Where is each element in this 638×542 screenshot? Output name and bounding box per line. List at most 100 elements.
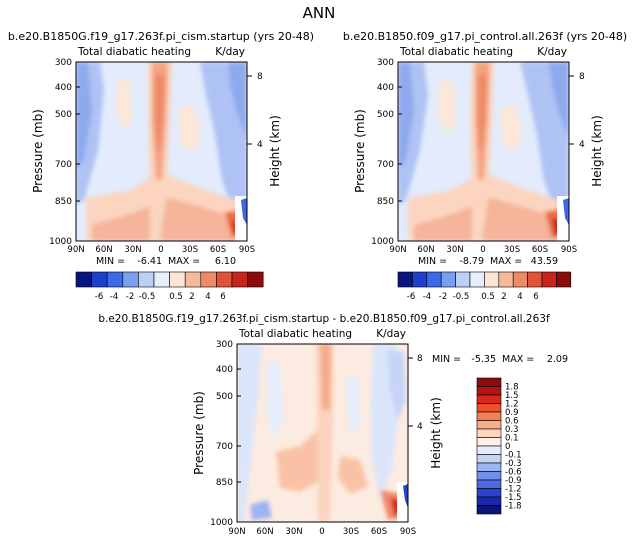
y2-tick-label: 4 [579, 140, 585, 150]
x-tick-label: 60N [95, 245, 112, 255]
colorbar-label: -0.3 [505, 459, 522, 469]
min-max-readout: MIN = -5.35 MAX = 2.09 [432, 354, 568, 365]
colorbar-swatch [476, 445, 502, 455]
min-max-readout: MIN = -6.41 MAX = 6.10 [96, 256, 236, 267]
colorbar-label: 6 [533, 292, 538, 302]
units-label: K/day [376, 328, 406, 340]
colorbar-swatch [455, 271, 471, 288]
colorbar-label: -0.5 [453, 292, 470, 302]
colorbar-swatch [476, 386, 502, 396]
x-tick-label: 60S [210, 245, 226, 255]
colorbar-label: 2 [501, 292, 506, 302]
panel-subtitle: b.e20.B1850.f09_g17.pi_control.all.263f … [343, 30, 627, 43]
colorbar-swatch [397, 271, 413, 288]
colorbar-swatch [200, 271, 217, 288]
colorbar-label: -6 [407, 292, 415, 302]
y-tick-label: 850 [216, 478, 233, 488]
y-tick-label: 700 [216, 442, 233, 452]
x-tick-label: 30S [182, 245, 198, 255]
max-value: 43.59 [531, 256, 558, 267]
heatmap-field [237, 344, 408, 522]
colorbar-label: -1.5 [505, 493, 522, 503]
colorbar-swatch [247, 271, 264, 288]
y2-axis-ticks: 8 4 [408, 354, 423, 432]
colorbar-swatch [476, 462, 502, 472]
y-axis-ticks: 300 400 500 700 850 1000 [49, 58, 80, 247]
max-label: MAX = [502, 354, 534, 365]
colorbar-swatch [231, 271, 248, 288]
y-tick-label: 400 [216, 365, 233, 375]
y2-axis-label: Height (km) [590, 115, 604, 186]
y-axis-label: Pressure (mb) [31, 109, 45, 193]
colorbar-label: 0.3 [505, 425, 519, 435]
y-tick-label: 500 [216, 392, 233, 402]
colorbar-swatch [476, 420, 502, 430]
page-title: ANN [303, 4, 336, 22]
x-axis-ticks: 90N 60N 30N 0 30S 60S 90S [228, 527, 416, 537]
colorbar-label: 0.1 [505, 434, 519, 444]
min-label: MIN = [96, 256, 125, 267]
colorbar-label: -1.2 [505, 485, 522, 495]
colorbar-swatch [484, 271, 500, 288]
x-tick-label: 0 [158, 245, 163, 255]
x-tick-label: 30S [504, 245, 520, 255]
x-tick-label: 90N [389, 245, 406, 255]
colorbar-label: -0.9 [505, 476, 522, 486]
colorbar-label: 1.2 [505, 400, 519, 410]
colorbar-label: -0.1 [505, 451, 522, 461]
x-tick-label: 0 [319, 527, 324, 537]
heatmap-field [76, 62, 247, 241]
colorbar-swatches [397, 271, 572, 288]
x-tick-label: 90N [67, 245, 84, 255]
y-tick-label: 300 [55, 58, 72, 68]
colorbar-label: -6 [95, 292, 103, 302]
panel-pi-control: b.e20.B1850.f09_g17.pi_control.all.263f … [343, 30, 627, 302]
x-tick-label: 60S [371, 527, 387, 537]
colorbar: 1.81.51.20.90.60.30.10-0.1-0.3-0.6-0.9-1… [476, 377, 522, 515]
colorbar-swatch [106, 271, 124, 288]
x-tick-label: 60N [417, 245, 434, 255]
max-value: 2.09 [547, 354, 568, 365]
colorbar-label: -4 [423, 292, 431, 302]
x-tick-label: 30N [446, 245, 463, 255]
y-tick-label: 1000 [210, 518, 233, 528]
y-tick-label: 300 [377, 58, 394, 68]
y-tick-label: 400 [55, 83, 72, 93]
colorbar-label: 1.5 [505, 391, 519, 401]
y-tick-label: 400 [377, 83, 394, 93]
y-tick-label: 300 [216, 340, 233, 350]
colorbar-swatch [476, 479, 502, 489]
x-tick-label: 30N [285, 527, 302, 537]
colorbar-label: 0.6 [505, 417, 519, 427]
colorbar-swatches [75, 271, 264, 288]
colorbar-label: 4 [205, 292, 210, 302]
colorbar-label: -0.6 [505, 468, 522, 478]
y2-axis-label: Height (km) [429, 397, 443, 468]
colorbar-swatch [476, 403, 502, 413]
y-tick-label: 1000 [49, 237, 72, 247]
colorbar-swatch [476, 454, 502, 464]
colorbar-label: -2 [126, 292, 134, 302]
min-value: -6.41 [137, 256, 162, 267]
x-tick-label: 30S [343, 527, 359, 537]
colorbar-swatch [426, 271, 442, 288]
panel-difference: b.e20.B1850G.f19_g17.263f.pi_cism.startu… [98, 313, 568, 537]
y2-tick-label: 4 [417, 422, 423, 432]
colorbar-label: 4 [517, 292, 522, 302]
colorbar-label: -2 [439, 292, 447, 302]
y-tick-label: 700 [377, 160, 394, 170]
colorbar-swatch [138, 271, 155, 288]
y-axis-label: Pressure (mb) [192, 391, 206, 475]
colorbar-swatch [556, 271, 572, 288]
min-label: MIN = [418, 256, 447, 267]
colorbar-swatch [476, 377, 502, 387]
colorbar-label: -4 [110, 292, 118, 302]
x-tick-label: 60S [532, 245, 548, 255]
colorbar-swatch [512, 271, 528, 288]
y-tick-label: 700 [55, 160, 72, 170]
colorbar-swatch [440, 271, 456, 288]
colorbar-swatch [153, 271, 170, 288]
colorbar-label: 2 [189, 292, 194, 302]
y2-tick-label: 8 [579, 72, 585, 82]
